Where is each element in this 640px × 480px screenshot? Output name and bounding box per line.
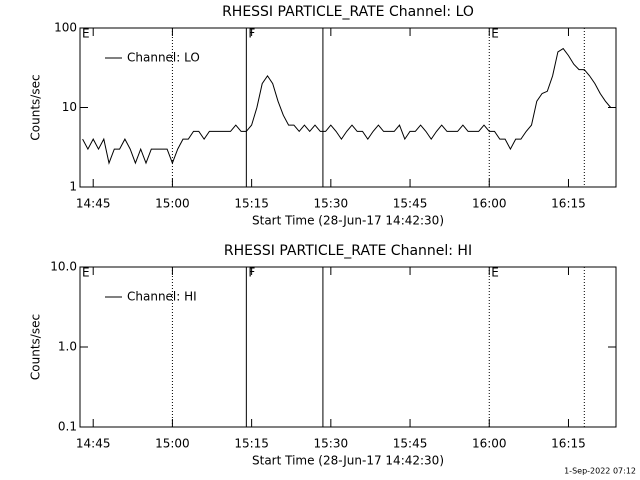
x-tick-label: 15:30 bbox=[314, 197, 349, 211]
y-axis-label: Counts/sec bbox=[29, 74, 43, 140]
y-tick-label: 1 bbox=[69, 180, 77, 194]
chart-title: RHESSI PARTICLE_RATE Channel: HI bbox=[224, 243, 472, 259]
x-tick-label: 15:45 bbox=[393, 197, 428, 211]
x-axis-label: Start Time (28-Jun-17 14:42:30) bbox=[252, 454, 444, 468]
data-line bbox=[82, 47, 612, 165]
x-tick-label: 15:30 bbox=[314, 437, 349, 451]
y-axis-label: Counts/sec bbox=[29, 314, 43, 380]
event-label: E bbox=[491, 27, 499, 41]
y-tick-label: 10 bbox=[62, 100, 77, 114]
x-tick-label: 16:15 bbox=[551, 437, 586, 451]
event-label: E bbox=[82, 266, 90, 280]
event-label: F bbox=[248, 266, 255, 280]
event-label: F bbox=[248, 27, 255, 41]
y-tick-label: 1.0 bbox=[58, 340, 77, 354]
x-tick-label: 14:45 bbox=[76, 197, 111, 211]
event-label: E bbox=[82, 27, 90, 41]
x-tick-label: 16:00 bbox=[472, 197, 507, 211]
x-tick-label: 15:45 bbox=[393, 437, 428, 451]
event-label: E bbox=[491, 266, 499, 280]
chart-title: RHESSI PARTICLE_RATE Channel: LO bbox=[222, 4, 474, 20]
x-axis-label: Start Time (28-Jun-17 14:42:30) bbox=[252, 214, 444, 228]
y-tick-label: 10.0 bbox=[50, 260, 77, 274]
x-tick-label: 16:00 bbox=[472, 437, 507, 451]
legend-label: Channel: HI bbox=[127, 290, 197, 304]
x-tick-label: 16:15 bbox=[551, 197, 586, 211]
y-tick-label: 0.1 bbox=[58, 420, 77, 434]
footer: 1-Sep-2022 07:12 bbox=[564, 467, 636, 476]
x-tick-label: 14:45 bbox=[76, 437, 111, 451]
x-tick-label: 15:00 bbox=[155, 437, 190, 451]
x-tick-label: 15:00 bbox=[155, 197, 190, 211]
y-tick-label: 100 bbox=[54, 21, 77, 35]
x-tick-label: 15:15 bbox=[234, 197, 269, 211]
x-tick-label: 15:15 bbox=[234, 437, 269, 451]
legend-label: Channel: LO bbox=[127, 51, 200, 65]
